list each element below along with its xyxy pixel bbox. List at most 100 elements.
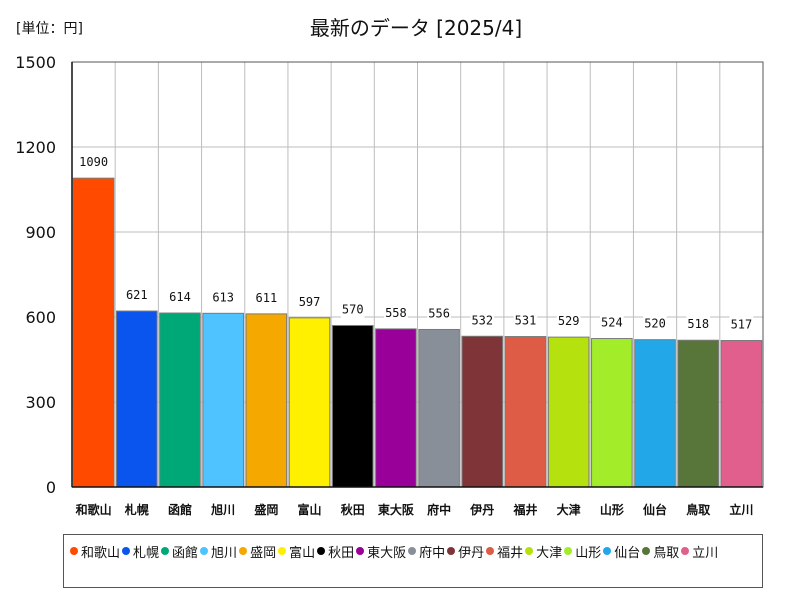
data-label: 558 [385, 306, 407, 320]
legend-item: 鳥取 [642, 541, 679, 561]
legend-swatch [122, 547, 131, 555]
data-label-bg [643, 315, 667, 332]
data-label: 556 [428, 306, 450, 320]
bars [72, 177, 763, 488]
data-label: 1090 [79, 155, 108, 169]
legend-label: 旭川 [211, 545, 238, 561]
legend-swatch [356, 547, 365, 555]
data-label: 532 [471, 313, 493, 327]
legend-label: 立川 [692, 545, 719, 561]
data-label-bg [556, 313, 581, 330]
legend: 和歌山 札幌 函館 旭川 盛岡 富山 秋田 東大阪 府中 伊丹 福井 大津 山形 仙台 鳥取 立川 [63, 534, 763, 588]
legend-swatch [564, 547, 573, 555]
x-tick-label: 札幌 [124, 502, 149, 517]
data-label-bg [729, 316, 754, 333]
legend-item: 札幌 [122, 541, 159, 561]
data-label-bg [168, 289, 192, 306]
bar-札幌 [115, 310, 158, 488]
y-tick-label: 1500 [15, 53, 56, 72]
data-label-bg [513, 312, 538, 329]
legend-swatch [447, 547, 456, 555]
legend-label: 府中 [419, 545, 446, 561]
x-tick-label: 鳥取 [686, 502, 710, 517]
bar-立川 [720, 340, 763, 488]
unit-label: [単位：円] [16, 21, 83, 37]
data-label: 518 [687, 317, 709, 331]
legend-label: 山形 [575, 545, 602, 561]
data-label-bg [340, 301, 365, 318]
data-label-bg [211, 289, 235, 306]
legend-swatch [525, 547, 534, 555]
legend-item: 仙台 [603, 541, 640, 561]
legend-label: 伊丹 [458, 545, 485, 561]
y-tick-label: 600 [25, 308, 56, 327]
legend-label: 秋田 [328, 545, 355, 561]
bar-富山 [288, 317, 331, 488]
legend-swatch [239, 547, 248, 555]
legend-label: 大津 [536, 545, 563, 561]
x-tick-label: 伊丹 [469, 502, 494, 517]
data-label: 531 [515, 314, 537, 328]
legend-swatch [70, 547, 78, 555]
data-label-bg [427, 305, 451, 322]
bar-秋田 [331, 325, 374, 488]
bar-大津 [547, 336, 590, 488]
data-label: 520 [644, 317, 666, 331]
x-tick-label: 山形 [600, 502, 624, 517]
data-label: 517 [731, 318, 753, 332]
legend-swatch [603, 547, 612, 555]
x-tick-label: 府中 [427, 502, 451, 517]
y-tick-label: 900 [25, 223, 56, 242]
legend-swatch [408, 547, 417, 555]
x-tick-label: 秋田 [341, 502, 365, 517]
data-label: 621 [126, 288, 148, 302]
legend-swatch [161, 547, 170, 555]
data-label-bg [297, 293, 322, 310]
bar-和歌山 [72, 177, 115, 488]
x-tick-label: 富山 [298, 502, 322, 517]
data-labels: 1090 621 614 613 611 597 570 558 556 532 531 529 524… [78, 154, 754, 333]
x-tick-label: 東大阪 [378, 502, 415, 517]
y-tick-label: 1200 [15, 138, 56, 157]
legend-item: 富山 [278, 541, 315, 561]
data-label: 570 [342, 303, 364, 317]
legend-item: 伊丹 [447, 541, 484, 561]
legend-item: 旭川 [200, 541, 237, 561]
x-tick-label: 和歌山 [75, 502, 112, 517]
legend-item: 秋田 [317, 541, 354, 561]
x-tick-label: 仙台 [643, 502, 667, 517]
bar-山形 [591, 338, 633, 488]
legend-item: 盛岡 [239, 541, 276, 561]
legend-item: 和歌山 [70, 541, 120, 561]
y-tick-label: 300 [25, 393, 56, 412]
legend-label: 東大阪 [367, 545, 407, 561]
legend-item: 福井 [486, 541, 523, 561]
legend-label: 鳥取 [653, 545, 680, 561]
x-tick-label: 函館 [168, 502, 192, 517]
data-label-bg [384, 304, 408, 321]
legend-swatch [278, 547, 287, 555]
chart-title: 最新のデータ [2025/4] [309, 16, 523, 40]
data-label: 524 [601, 316, 623, 330]
axes [71, 61, 764, 488]
bar-盛岡 [245, 313, 288, 488]
bar-旭川 [202, 312, 244, 488]
legend-items: 和歌山 札幌 函館 旭川 盛岡 富山 秋田 東大阪 府中 伊丹 福井 大津 山形 仙台 鳥取 立川 [70, 541, 760, 561]
legend-item: 府中 [408, 541, 445, 561]
bar-函館 [159, 312, 201, 488]
legend-swatch [681, 547, 690, 555]
bar-鳥取 [677, 339, 720, 488]
x-tick-label: 旭川 [210, 502, 235, 517]
legend-swatch [486, 547, 495, 555]
data-label-bg [78, 154, 110, 171]
legend-label: 仙台 [614, 545, 641, 561]
legend-label: 札幌 [133, 545, 160, 561]
legend-swatch [642, 547, 651, 555]
bar-府中 [418, 328, 460, 488]
x-tick-label: 盛岡 [254, 502, 278, 517]
legend-label: 福井 [497, 545, 524, 561]
bar-伊丹 [461, 335, 504, 488]
data-label-bg [600, 314, 624, 331]
y-tick-labels: 0 300 600 900 1200 1500 [15, 53, 56, 497]
